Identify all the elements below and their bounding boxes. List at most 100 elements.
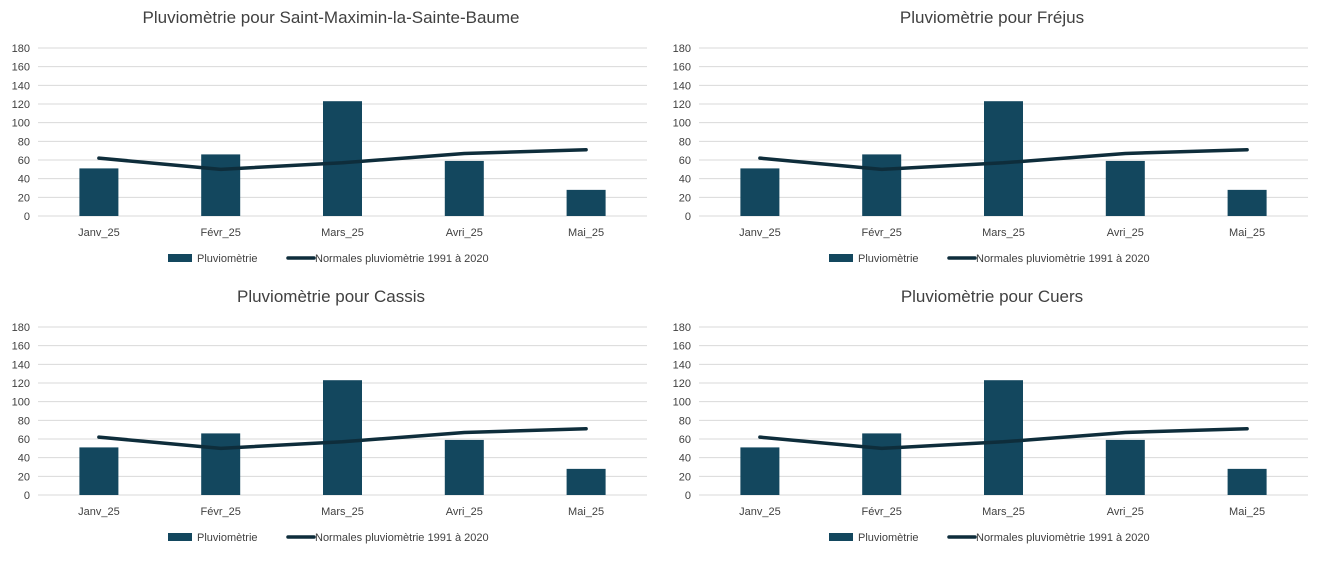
legend-bar-swatch (168, 533, 192, 541)
y-tick-label: 160 (673, 62, 691, 74)
y-tick-label: 40 (18, 174, 30, 186)
x-tick-label: Janv_25 (739, 506, 781, 518)
y-tick-label: 100 (12, 397, 30, 409)
y-tick-label: 180 (12, 43, 30, 55)
x-tick-label: Avri_25 (1107, 506, 1144, 518)
y-tick-label: 140 (673, 80, 691, 92)
y-tick-label: 160 (12, 62, 30, 74)
normals-line (97, 147, 588, 172)
chart-title: Pluviomètrie pour Cassis (236, 287, 425, 306)
y-tick-label: 180 (673, 43, 691, 55)
x-tick-label: Janv_25 (78, 227, 120, 239)
y-tick-label: 0 (685, 490, 691, 502)
y-tick-label: 80 (18, 136, 30, 148)
legend-label: Normales pluviomètrie 1991 à 2020 (976, 532, 1150, 544)
x-tick-label: Avri_25 (446, 227, 483, 239)
bar (566, 468, 606, 495)
bar (1227, 189, 1267, 216)
x-tick-label: Févr_25 (862, 227, 902, 239)
bar (201, 433, 241, 495)
legend-bar-swatch (829, 533, 853, 541)
y-tick-label: 80 (679, 415, 691, 427)
x-tick-label: Mars_25 (982, 506, 1025, 518)
chart-plot: 0 20 40 60 80 100 120 140 160 180 Janv_25 Févr_25 Ma… (673, 43, 1308, 265)
chart-title: Pluviomètrie pour Fréjus (899, 8, 1085, 27)
legend-label: Normales pluviomètrie 1991 à 2020 (315, 253, 489, 265)
x-tick-label: Janv_25 (78, 506, 120, 518)
chart-plot: 0 20 40 60 80 100 120 140 160 180 Janv_25 Févr_25 Ma… (673, 322, 1308, 544)
x-tick-label: Mai_25 (1229, 506, 1265, 518)
legend-label: Pluviomètrie (197, 532, 258, 544)
y-tick-label: 80 (18, 415, 30, 427)
bar (1105, 439, 1145, 495)
bar (444, 160, 484, 216)
legend-label: Normales pluviomètrie 1991 à 2020 (315, 532, 489, 544)
y-tick-label: 160 (673, 341, 691, 353)
legend-label: Normales pluviomètrie 1991 à 2020 (976, 253, 1150, 265)
bar (984, 101, 1023, 216)
x-tick-label: Mars_25 (321, 506, 364, 518)
y-tick-label: 120 (12, 378, 30, 390)
x-tick-label: Févr_25 (862, 506, 902, 518)
normals-line (758, 147, 1249, 172)
bar (79, 447, 119, 495)
y-tick-label: 60 (18, 155, 30, 167)
y-tick-label: 140 (12, 80, 30, 92)
chart-title: Pluviomètrie pour Cuers (900, 287, 1084, 306)
x-tick-label: Mai_25 (568, 227, 604, 239)
x-tick-label: Févr_25 (201, 506, 241, 518)
bar (444, 439, 484, 495)
y-tick-label: 60 (18, 434, 30, 446)
chart-saint-maximin: Pluviomètrie pour Saint-Maximin-la-Saint… (0, 0, 662, 292)
x-tick-label: Janv_25 (739, 227, 781, 239)
chart-title: Pluviomètrie pour Saint-Maximin-la-Saint… (142, 8, 520, 27)
bar (862, 154, 902, 216)
y-tick-label: 160 (12, 341, 30, 353)
bar (740, 447, 780, 495)
chart-cassis: Pluviomètrie pour Cassis 0 20 40 60 80 100 120… (0, 279, 662, 571)
x-tick-label: Févr_25 (201, 227, 241, 239)
y-tick-label: 40 (679, 453, 691, 465)
bar (1227, 468, 1267, 495)
chart-plot: 0 20 40 60 80 100 120 140 160 180 Janv_25 Févr_25 Ma… (12, 43, 647, 265)
bar (323, 380, 362, 495)
y-tick-label: 0 (24, 490, 30, 502)
y-tick-label: 20 (679, 471, 691, 483)
legend-label: Pluviomètrie (858, 253, 919, 265)
y-tick-label: 60 (679, 434, 691, 446)
x-tick-label: Avri_25 (1107, 227, 1144, 239)
x-tick-label: Mai_25 (568, 506, 604, 518)
y-tick-label: 100 (673, 118, 691, 130)
bar (984, 380, 1023, 495)
y-tick-label: 0 (24, 211, 30, 223)
bar (323, 101, 362, 216)
y-tick-label: 140 (673, 359, 691, 371)
x-tick-label: Mai_25 (1229, 227, 1265, 239)
y-tick-label: 100 (673, 397, 691, 409)
y-tick-label: 180 (12, 322, 30, 334)
x-tick-label: Mars_25 (321, 227, 364, 239)
y-tick-label: 0 (685, 211, 691, 223)
x-tick-label: Mars_25 (982, 227, 1025, 239)
y-tick-label: 60 (679, 155, 691, 167)
normals-line (97, 426, 588, 451)
y-tick-label: 120 (12, 99, 30, 111)
y-tick-label: 80 (679, 136, 691, 148)
y-tick-label: 40 (18, 453, 30, 465)
bar (79, 168, 119, 216)
y-tick-label: 20 (18, 192, 30, 204)
y-tick-label: 180 (673, 322, 691, 334)
legend-label: Pluviomètrie (197, 253, 258, 265)
chart-cuers: Pluviomètrie pour Cuers 0 20 40 60 80 100 120 1… (661, 279, 1323, 571)
legend-bar-swatch (168, 254, 192, 262)
bar (1105, 160, 1145, 216)
bar (740, 168, 780, 216)
legend-label: Pluviomètrie (858, 532, 919, 544)
bar (566, 189, 606, 216)
y-tick-label: 20 (18, 471, 30, 483)
legend-bar-swatch (829, 254, 853, 262)
y-tick-label: 100 (12, 118, 30, 130)
normals-line (758, 426, 1249, 451)
bar (862, 433, 902, 495)
